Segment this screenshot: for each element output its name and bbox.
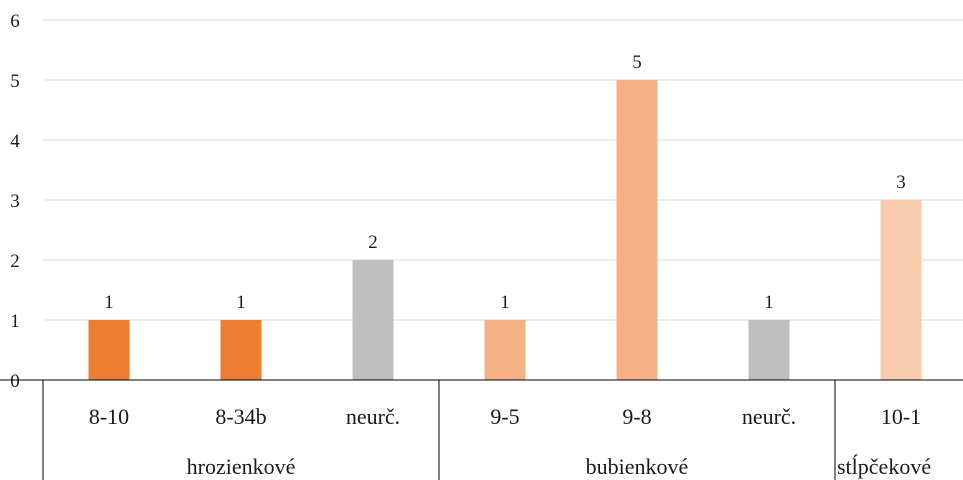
bar bbox=[352, 260, 394, 380]
y-tick-label: 6 bbox=[10, 11, 20, 32]
gridlines bbox=[43, 19, 963, 321]
category-label: 9-8 bbox=[622, 404, 651, 429]
category-axis: 8-10 8-34b neurč. 9-5 9-8 neurč. 10-1 hrozienko… bbox=[0, 379, 963, 480]
y-tick-label: 1 bbox=[10, 311, 20, 332]
category-label: neurč. bbox=[742, 404, 796, 429]
data-label: 3 bbox=[896, 172, 906, 193]
bar bbox=[88, 320, 130, 380]
category-label: 8-10 bbox=[89, 404, 129, 429]
y-axis-tick-labels: 0 1 2 3 4 5 6 bbox=[10, 11, 20, 392]
group-label: stĺpčekové bbox=[837, 454, 931, 479]
y-tick-label: 5 bbox=[10, 71, 20, 92]
y-tick-label: 2 bbox=[10, 251, 20, 272]
y-tick-label: 3 bbox=[10, 191, 20, 212]
data-labels: 1 1 2 1 5 1 3 bbox=[104, 52, 906, 313]
data-label: 1 bbox=[500, 292, 510, 313]
bar bbox=[748, 320, 790, 380]
y-tick-label: 4 bbox=[10, 131, 20, 152]
data-label: 1 bbox=[236, 292, 246, 313]
data-label: 2 bbox=[368, 232, 378, 253]
bar bbox=[220, 320, 262, 380]
bar bbox=[880, 200, 922, 380]
data-label: 1 bbox=[764, 292, 774, 313]
category-label: 9-5 bbox=[490, 404, 519, 429]
category-label: 8-34b bbox=[215, 404, 266, 429]
group-label: hrozienkové bbox=[187, 454, 296, 479]
category-label: 10-1 bbox=[881, 404, 921, 429]
bar bbox=[484, 320, 526, 380]
data-label: 1 bbox=[104, 292, 114, 313]
y-tick-label: 0 bbox=[10, 371, 20, 392]
category-label: neurč. bbox=[346, 404, 400, 429]
data-label: 5 bbox=[632, 52, 642, 73]
group-label: bubienkové bbox=[586, 454, 689, 479]
bar bbox=[616, 80, 658, 380]
bars bbox=[88, 80, 922, 380]
